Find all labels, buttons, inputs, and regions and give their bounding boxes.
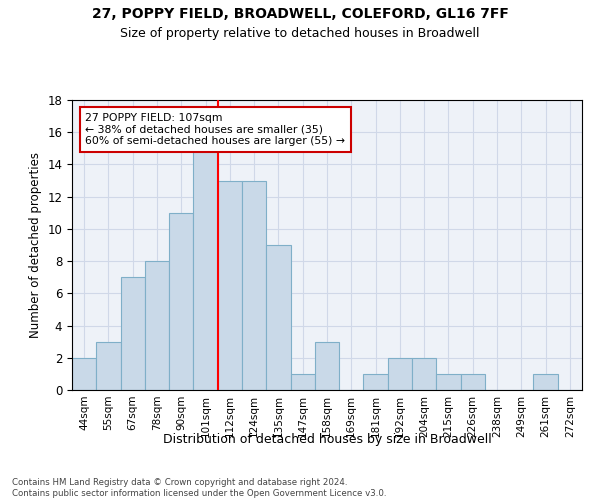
Bar xyxy=(533,374,558,390)
Bar xyxy=(364,374,388,390)
Bar xyxy=(461,374,485,390)
Bar xyxy=(436,374,461,390)
Bar xyxy=(169,213,193,390)
Bar xyxy=(242,180,266,390)
Bar xyxy=(266,245,290,390)
Bar xyxy=(121,277,145,390)
Y-axis label: Number of detached properties: Number of detached properties xyxy=(29,152,42,338)
Bar xyxy=(96,342,121,390)
Bar xyxy=(315,342,339,390)
Bar xyxy=(388,358,412,390)
Bar xyxy=(290,374,315,390)
Text: 27 POPPY FIELD: 107sqm
← 38% of detached houses are smaller (35)
60% of semi-det: 27 POPPY FIELD: 107sqm ← 38% of detached… xyxy=(85,113,346,146)
Bar xyxy=(193,148,218,390)
Bar xyxy=(412,358,436,390)
Bar xyxy=(218,180,242,390)
Bar xyxy=(145,261,169,390)
Text: Size of property relative to detached houses in Broadwell: Size of property relative to detached ho… xyxy=(120,28,480,40)
Bar xyxy=(72,358,96,390)
Text: 27, POPPY FIELD, BROADWELL, COLEFORD, GL16 7FF: 27, POPPY FIELD, BROADWELL, COLEFORD, GL… xyxy=(92,8,508,22)
Text: Contains HM Land Registry data © Crown copyright and database right 2024.
Contai: Contains HM Land Registry data © Crown c… xyxy=(12,478,386,498)
Text: Distribution of detached houses by size in Broadwell: Distribution of detached houses by size … xyxy=(163,432,491,446)
